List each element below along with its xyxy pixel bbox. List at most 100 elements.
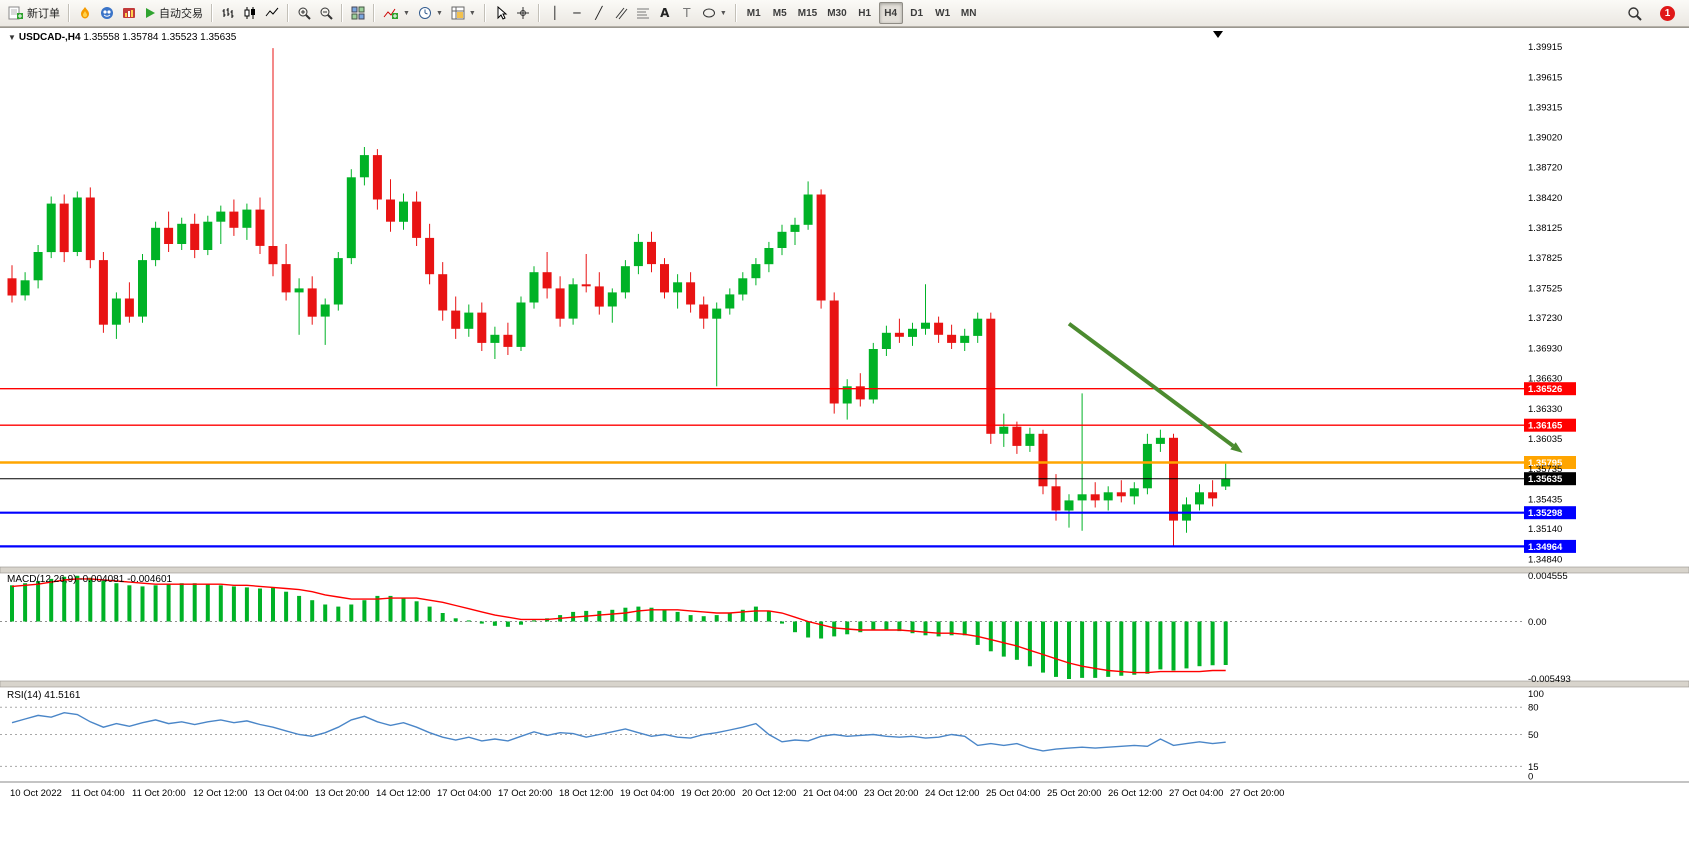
channel-icon	[615, 7, 628, 20]
chart-shift-marker-icon[interactable]	[1213, 31, 1223, 38]
time-axis-label: 13 Oct 04:00	[254, 788, 308, 799]
candle-body	[712, 308, 722, 319]
candle-body	[1038, 433, 1048, 487]
time-axis-label: 18 Oct 12:00	[559, 788, 613, 799]
time-axis-label: 11 Oct 20:00	[132, 788, 186, 799]
trend-arrow-head[interactable]	[1230, 442, 1243, 453]
time-axis-label: 21 Oct 04:00	[803, 788, 857, 799]
candle-body	[229, 211, 239, 228]
timeframe-button-m5[interactable]: M5	[768, 2, 792, 24]
search-button[interactable]	[1623, 2, 1646, 24]
candle-body	[1116, 492, 1126, 497]
window-bottom-area	[0, 808, 1689, 864]
dropdown-arrow-icon: ▼	[435, 9, 443, 17]
price-axis-label: 1.36330	[1528, 404, 1562, 415]
price-chart-canvas[interactable]: 1.36526 1.36165 1.35795 1.35635 1.35298 1.349…	[0, 28, 1689, 808]
candle-body	[790, 224, 800, 232]
candle-body	[1195, 492, 1204, 505]
shapes-tool-button[interactable]: ▼	[698, 2, 731, 24]
candle-body	[555, 288, 565, 319]
autotrade-play-icon	[146, 8, 155, 18]
candle-body	[1025, 433, 1035, 446]
macd-label: MACD(12,26,9)	[7, 574, 77, 585]
indicators-button[interactable]: ▼	[379, 2, 414, 24]
candle-body	[842, 386, 852, 404]
candle-body	[620, 266, 630, 293]
candle-body	[673, 282, 683, 293]
candle-body	[1221, 478, 1231, 487]
chart-title: USDCAD-,H4	[18, 32, 81, 43]
candle-body	[855, 386, 865, 400]
panel-splitter[interactable]	[0, 680, 1689, 688]
macd-signal-value: -0.004601	[127, 574, 173, 585]
price-axis-label: 1.35140	[1528, 524, 1562, 535]
timeframe-button-mn[interactable]: MN	[957, 2, 981, 24]
notification-badge[interactable]: 1	[1660, 5, 1675, 21]
timeframe-button-w1[interactable]: W1	[931, 2, 955, 24]
candle-body	[98, 260, 108, 325]
candle-body	[1142, 443, 1152, 489]
autotrade-button[interactable]: 自动交易	[140, 2, 207, 24]
candlestick-chart-button[interactable]	[239, 2, 261, 24]
candle-body	[425, 237, 435, 275]
community-button[interactable]	[96, 2, 118, 24]
candle-body	[7, 278, 17, 296]
zoom-out-button[interactable]	[315, 2, 337, 24]
zoom-in-button[interactable]	[293, 2, 315, 24]
candle-body	[1155, 437, 1165, 444]
price-axis-label: 1.36630	[1528, 374, 1562, 385]
new-order-button[interactable]: 新订单	[4, 2, 64, 24]
timeframe-button-h1[interactable]: H1	[853, 2, 877, 24]
crosshair-button[interactable]	[512, 2, 534, 24]
text-tool-icon: A	[660, 6, 670, 20]
market-icon	[123, 8, 135, 18]
chart-menu-icon[interactable]: ▼	[8, 33, 16, 42]
crosshair-icon	[516, 7, 529, 19]
bar-chart-button[interactable]	[217, 2, 239, 24]
candle-body	[59, 203, 69, 253]
vertical-line-tool-button[interactable]: │	[544, 2, 566, 24]
candle-body	[451, 310, 461, 329]
channel-tool-button[interactable]	[610, 2, 632, 24]
candle-body	[177, 223, 187, 244]
mql5-button[interactable]	[74, 2, 96, 24]
zoom-in-icon	[298, 7, 311, 20]
label-tool-button[interactable]: T	[676, 2, 698, 24]
candle-body	[412, 201, 422, 238]
horizontal-line-tool-button[interactable]: ─	[566, 2, 588, 24]
time-axis[interactable]	[0, 783, 1689, 808]
periods-button[interactable]: ▼	[414, 2, 447, 24]
bar-chart-icon	[222, 8, 234, 18]
rsi-axis-label: 50	[1528, 730, 1539, 741]
chart-ohlc-values: 1.35558 1.35784 1.35523 1.35635	[83, 32, 237, 43]
templates-button[interactable]: ▼	[447, 2, 480, 24]
price-tag	[1524, 456, 1576, 469]
chart-plot-area[interactable]	[0, 28, 1524, 567]
price-tag	[1524, 472, 1576, 486]
market-button[interactable]	[118, 2, 140, 24]
time-axis-label: 25 Oct 20:00	[1047, 788, 1101, 799]
timeframe-button-d1[interactable]: D1	[905, 2, 929, 24]
panel-splitter[interactable]	[0, 566, 1689, 574]
tile-windows-button[interactable]	[347, 2, 369, 24]
line-chart-button[interactable]	[261, 2, 283, 24]
trend-arrow[interactable]	[1067, 322, 1235, 448]
candle-body	[151, 227, 161, 261]
time-axis-label: 19 Oct 04:00	[620, 788, 674, 799]
timeframe-button-m1[interactable]: M1	[742, 2, 766, 24]
cursor-button[interactable]	[490, 2, 512, 24]
rsi-axis-label: 80	[1528, 703, 1539, 714]
search-icon	[1628, 6, 1642, 21]
candle-body	[829, 300, 839, 404]
timeframe-button-h4[interactable]: H4	[878, 2, 903, 24]
timeframe-button-m15[interactable]: M15	[794, 2, 821, 24]
macd-value: -0.004081	[79, 574, 125, 585]
candle-body	[594, 286, 604, 307]
timeframe-button-m30[interactable]: M30	[823, 2, 850, 24]
candle-body	[647, 241, 656, 265]
trendline-tool-button[interactable]: ╱	[588, 2, 610, 24]
price-tag-label: 1.35795	[1528, 458, 1563, 469]
text-tool-button[interactable]: A	[654, 2, 676, 24]
candle-body	[33, 252, 43, 281]
fibonacci-tool-button[interactable]	[632, 2, 654, 24]
